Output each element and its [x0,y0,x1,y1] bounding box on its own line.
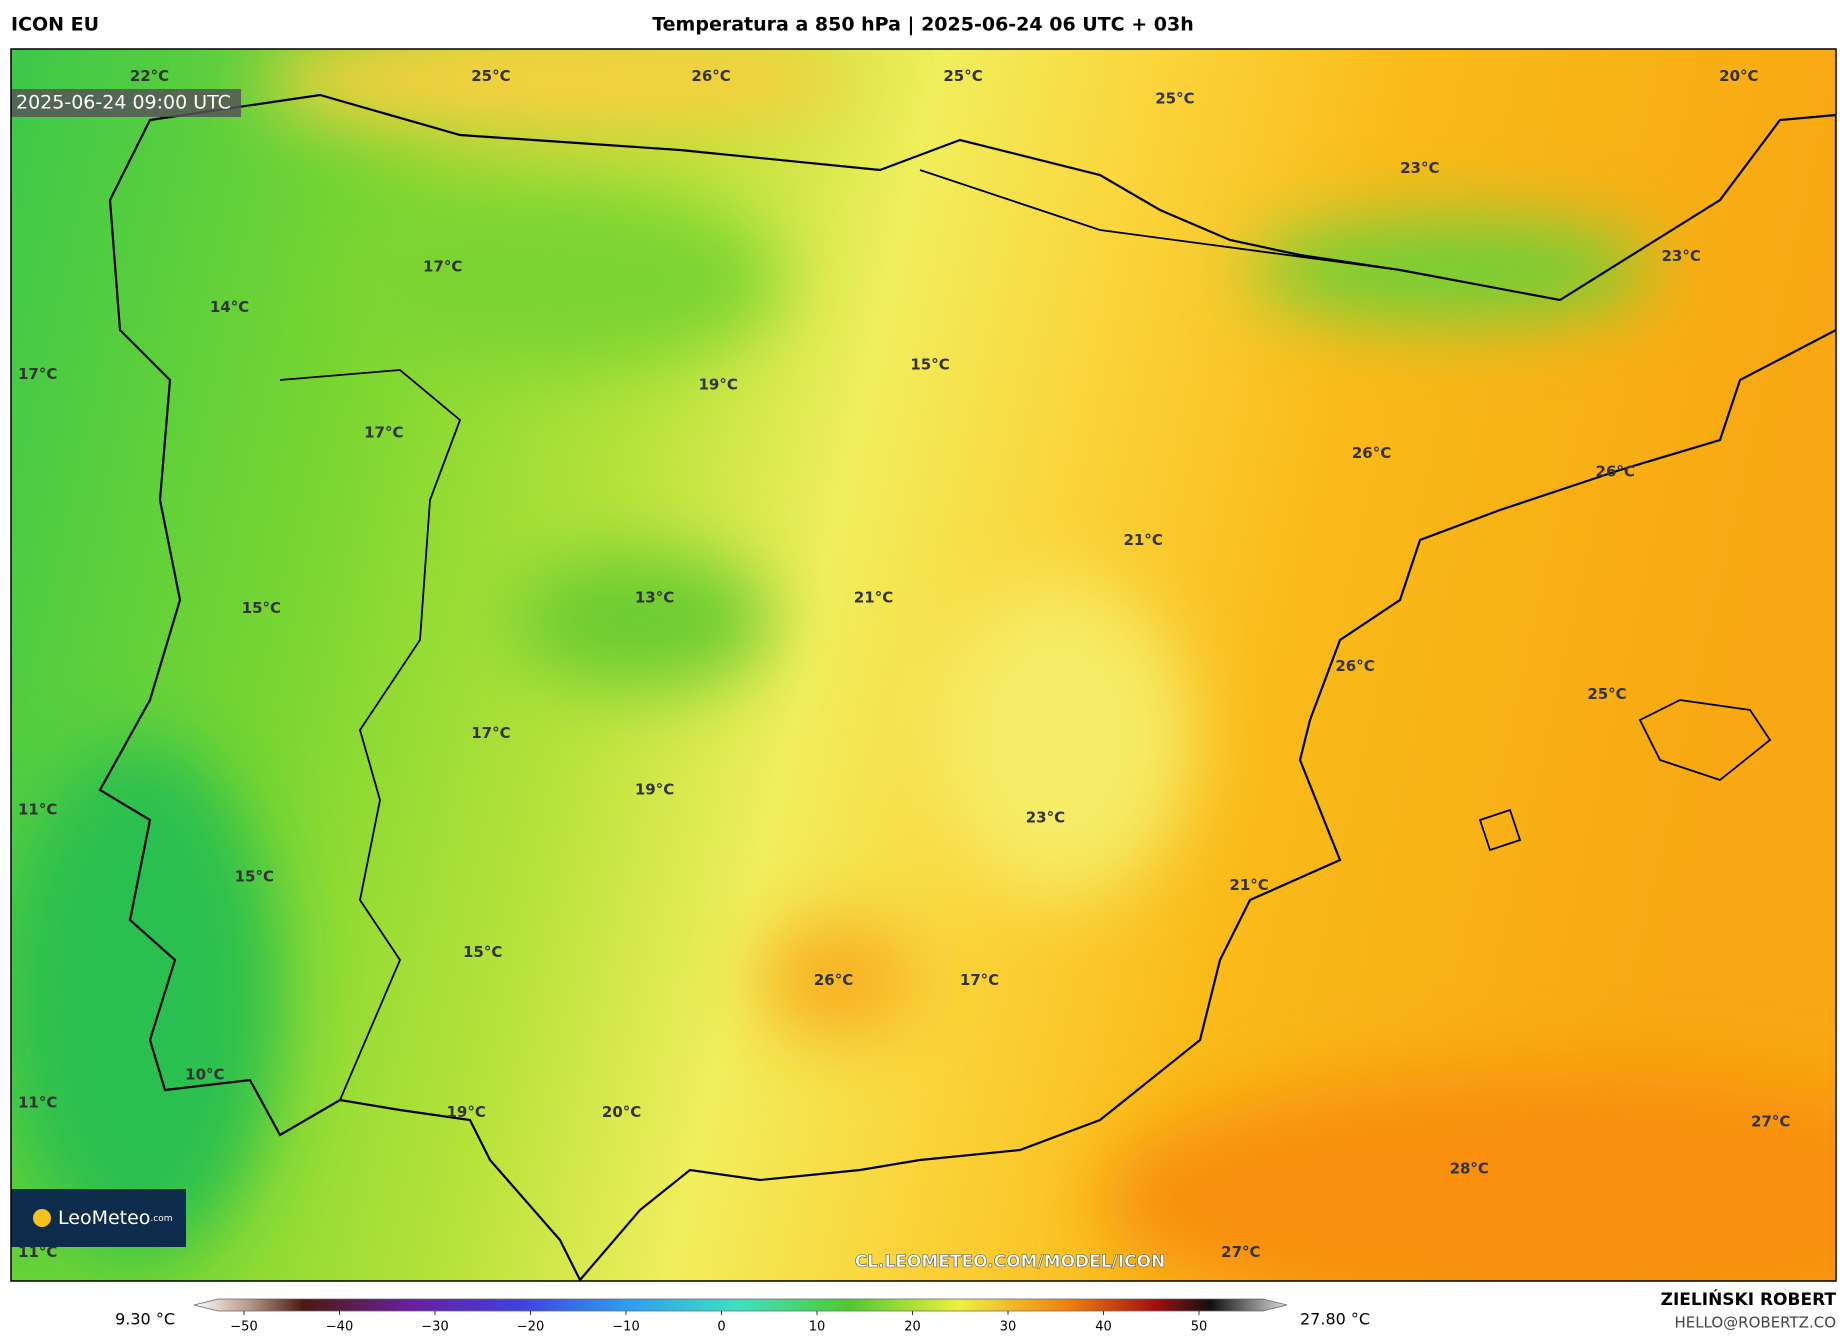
colorbar-tick-label: −30 [421,1320,448,1335]
colorbar-tick-label: −10 [612,1320,639,1335]
temperature-label: 26°C [1335,657,1374,675]
temperature-label: 23°C [1026,809,1065,827]
temperature-label: 26°C [1352,444,1391,462]
watermark: CL.LEOMETEO.COM/MODEL/ICON [855,1252,1166,1272]
colorbar [193,1298,1288,1312]
timestamp: 2025-06-24 09:00 UTC [16,92,231,114]
email: HELLO@ROBERTZ.CO [1674,1314,1836,1332]
temperature-label: 23°C [1400,159,1439,177]
colorbar-max: 27.80 °C [1300,1310,1370,1329]
temperature-label: 17°C [960,971,999,989]
temperature-label: 22°C [130,67,169,85]
colorbar-tick-label: −40 [326,1320,353,1335]
temperature-label: 25°C [1155,89,1194,107]
colorbar-tick-label: 10 [809,1320,826,1335]
temperature-label: 19°C [447,1103,486,1121]
temperature-label: 11°C [18,800,57,818]
colorbar-tick-label: −50 [230,1320,257,1335]
temperature-label: 20°C [1719,67,1758,85]
temperature-label: 20°C [602,1103,641,1121]
temperature-label: 19°C [698,375,737,393]
temperature-label: 15°C [910,355,949,373]
temperature-label: 10°C [185,1065,224,1083]
temperature-label: 27°C [1751,1112,1790,1130]
temperature-label: 17°C [471,724,510,742]
temperature-label: 21°C [1229,876,1268,894]
author: ZIELIŃSKI ROBERT [1661,1288,1837,1310]
temperature-labels: 22°C 25°C 26°C 25°C 25°C 20°C 23°C 17°C 23°C 14°C… [18,67,1790,1261]
borders [279,169,1772,1101]
temperature-label: 17°C [364,424,403,442]
map-frame [10,48,1837,1282]
temperature-label: 19°C [635,780,674,798]
colorbar-tick-label: 20 [904,1320,921,1335]
temperature-label: 21°C [1123,531,1162,549]
temperature-label: 26°C [814,971,853,989]
colorbar-tick-label: 0 [717,1320,725,1335]
temperature-label: 25°C [943,67,982,85]
map: 22°C 25°C 26°C 25°C 25°C 20°C 23°C 17°C 23°C 14°C… [11,49,1836,1281]
colorbar-tick-label: 50 [1191,1320,1208,1335]
temperature-label: 25°C [1587,685,1626,703]
temperature-blobs [11,49,1836,1281]
temperature-label: 13°C [635,589,674,607]
temperature-label: 28°C [1450,1160,1489,1178]
colorbar-min: 9.30 °C [115,1310,175,1329]
temperature-label: 11°C [18,1094,57,1112]
temperature-label: 14°C [210,298,249,316]
colorbar-tick-label: 30 [1000,1320,1017,1335]
temperature-label: 25°C [471,67,510,85]
temperature-label: 17°C [18,365,57,383]
temperature-label: 15°C [463,943,502,961]
model-name: ICON EU [11,14,99,36]
temperature-label: 21°C [854,589,893,607]
temperature-label: 15°C [235,868,274,886]
colorbar-tick-label: 40 [1095,1320,1112,1335]
colorbar-ticks: −50 −40 −30 −20 −10 0 10 20 30 40 50 [230,1311,1207,1335]
timestamp-box [11,89,241,117]
temperature-label: 15°C [242,599,281,617]
temperature-label: 17°C [423,258,462,276]
temperature-label: 23°C [1661,247,1700,265]
temperature-label: 27°C [1221,1243,1260,1261]
logo-sun [33,1209,51,1227]
temperature-label: 26°C [691,67,730,85]
logo: LeoMeteo.com [58,1207,173,1229]
temperature-label: 26°C [1596,463,1635,481]
colorbar-tick-label: −20 [517,1320,544,1335]
map-title: Temperatura a 850 hPa | 2025-06-24 06 UT… [652,14,1194,36]
coastline [98,93,1836,1281]
temperature-label: 11°C [18,1243,57,1261]
